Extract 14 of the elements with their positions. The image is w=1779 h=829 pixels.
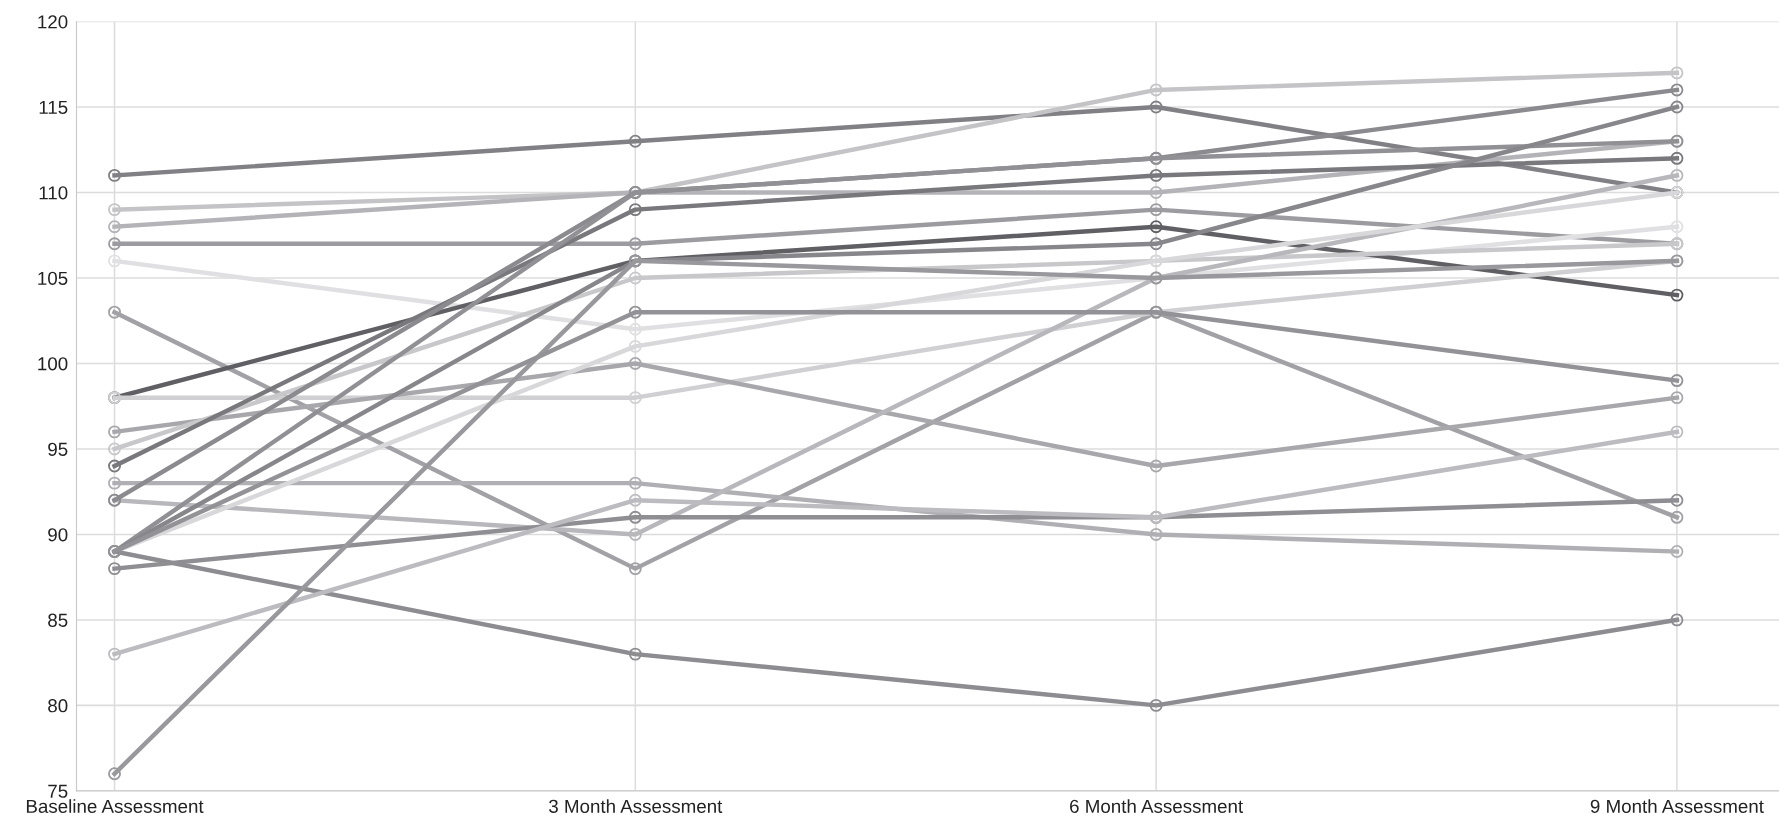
x-tick-label: 9 Month Assessment <box>1590 799 1764 813</box>
y-tick-label: 120 <box>38 15 68 29</box>
x-tick-label: 6 Month Assessment <box>1070 799 1244 813</box>
y-tick-label: 80 <box>48 699 68 713</box>
y-tick-label: 85 <box>48 613 68 627</box>
y-tick-label: 105 <box>38 271 68 285</box>
y-tick-label: 115 <box>39 100 68 115</box>
x-tick-label: Baseline Assessment <box>26 799 204 813</box>
y-tick-label: 100 <box>38 357 68 371</box>
x-tick-label: 3 Month Assessment <box>549 799 723 813</box>
y-tick-label: 95 <box>48 442 68 456</box>
y-tick-label: 75 <box>48 784 68 798</box>
y-tick-label: 90 <box>48 528 68 542</box>
y-tick-label: 110 <box>39 186 68 200</box>
